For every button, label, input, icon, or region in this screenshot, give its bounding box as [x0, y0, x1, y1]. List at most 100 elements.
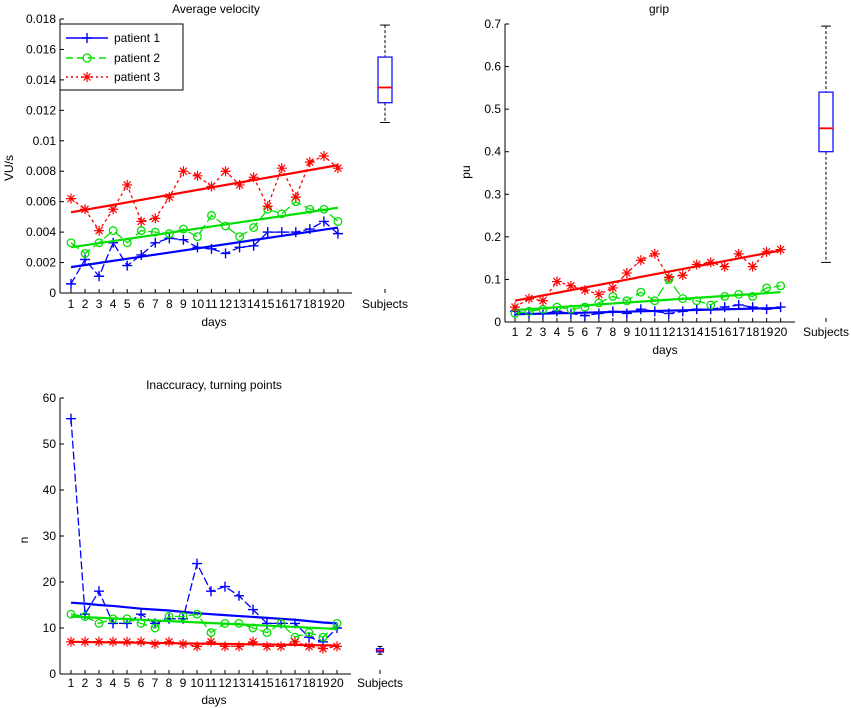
x-tick-label: 14: [246, 676, 260, 690]
data-point: [249, 223, 259, 232]
data-point: [733, 299, 744, 310]
data-point: [234, 590, 244, 601]
data-point: [192, 232, 202, 242]
data-point: [318, 643, 328, 654]
data-point: [94, 271, 105, 282]
y-tick-label: 0.5: [484, 102, 501, 116]
y-tick-label: 0.006: [26, 195, 56, 209]
data-point: [178, 224, 188, 234]
y-tick-label: 0.008: [26, 164, 56, 178]
data-point: [332, 228, 343, 239]
data-point: [80, 636, 90, 647]
data-point: [747, 302, 758, 313]
data-point: [262, 227, 273, 238]
data-point: [705, 257, 716, 268]
data-point: [748, 292, 758, 301]
data-point: [621, 308, 632, 319]
x-tick-label: 17: [732, 325, 746, 339]
data-point: [220, 248, 231, 259]
data-point: [304, 628, 314, 638]
data-point: [192, 609, 202, 619]
x-tick-label: 12: [218, 676, 232, 690]
data-point: [636, 287, 646, 297]
data-point: [677, 270, 688, 281]
data-point: [66, 609, 76, 619]
data-point: [122, 636, 132, 647]
series-patient-1: [66, 216, 343, 289]
data-point: [66, 238, 76, 248]
data-point: [622, 296, 632, 306]
y-tick-label: 0: [49, 286, 56, 300]
data-point: [593, 308, 604, 319]
data-point: [761, 304, 772, 315]
legend-marker: [82, 72, 92, 82]
x-tick-label: 19: [760, 325, 774, 339]
x-tick-label: 13: [676, 325, 690, 339]
data-line: [70, 200, 339, 255]
data-point: [290, 636, 300, 647]
x-tick-label: 14: [690, 325, 704, 339]
x-tick-label: 12: [662, 325, 676, 339]
data-point: [164, 636, 174, 647]
y-tick-label: 0.018: [26, 12, 56, 26]
y-axis-label: VU/s: [2, 155, 16, 181]
data-point: [94, 586, 104, 597]
y-tick-label: 0.4: [484, 145, 501, 159]
chart-title: Average velocity: [172, 2, 260, 16]
y-tick-label: 0.1: [484, 272, 501, 286]
data-point: [192, 170, 203, 181]
data-point: [108, 237, 119, 248]
trend-line: [70, 206, 339, 249]
data-point: [663, 308, 674, 319]
data-point: [720, 292, 730, 301]
data-point: [192, 641, 202, 652]
x-tick-label: 11: [205, 297, 218, 311]
data-point: [234, 179, 245, 190]
x-tick-label: 2: [82, 297, 89, 311]
legend-marker: [82, 53, 92, 63]
series-patient-3: [510, 244, 786, 313]
x-tick-label: 18: [303, 297, 317, 311]
x-tick-label: 3: [96, 676, 103, 690]
data-point: [207, 210, 216, 220]
trend-line: [70, 164, 339, 214]
boxplot-box: [377, 56, 393, 104]
data-point: [94, 238, 104, 248]
data-point: [108, 636, 118, 647]
data-point: [66, 636, 76, 647]
data-point: [206, 628, 216, 638]
data-point: [537, 295, 548, 306]
x-tick-label: 10: [190, 676, 204, 690]
data-point: [136, 216, 147, 227]
subjects-tick-label: Subjects: [362, 297, 408, 311]
data-point: [719, 302, 730, 313]
x-tick-label: 1: [68, 297, 75, 311]
data-point: [649, 248, 660, 259]
data-point: [593, 289, 604, 300]
data-point: [607, 282, 618, 293]
trend-line: [70, 226, 339, 269]
x-tick-label: 17: [289, 297, 303, 311]
x-tick-label: 1: [68, 676, 75, 690]
x-tick-label: 16: [274, 676, 288, 690]
data-point: [66, 278, 76, 289]
data-point: [248, 172, 259, 183]
data-point: [650, 296, 660, 306]
data-point: [579, 310, 590, 321]
x-axis-label: days: [652, 343, 677, 357]
x-tick-label: 15: [261, 297, 275, 311]
data-point: [551, 276, 562, 287]
data-point: [277, 209, 287, 219]
x-axis-label: days: [201, 693, 226, 707]
x-tick-label: 5: [124, 676, 131, 690]
data-point: [122, 238, 132, 248]
data-point: [206, 586, 216, 597]
chart-inaccuracy-turning-points: Inaccuracy, turning points days n Subjec…: [17, 378, 403, 707]
chart-title: grip: [649, 2, 669, 16]
data-point: [510, 302, 520, 313]
data-point: [108, 618, 118, 629]
data-point: [206, 636, 216, 647]
legend-entry-patient-3: patient 3: [66, 70, 160, 84]
data-point: [663, 272, 674, 283]
data-point: [566, 304, 576, 314]
